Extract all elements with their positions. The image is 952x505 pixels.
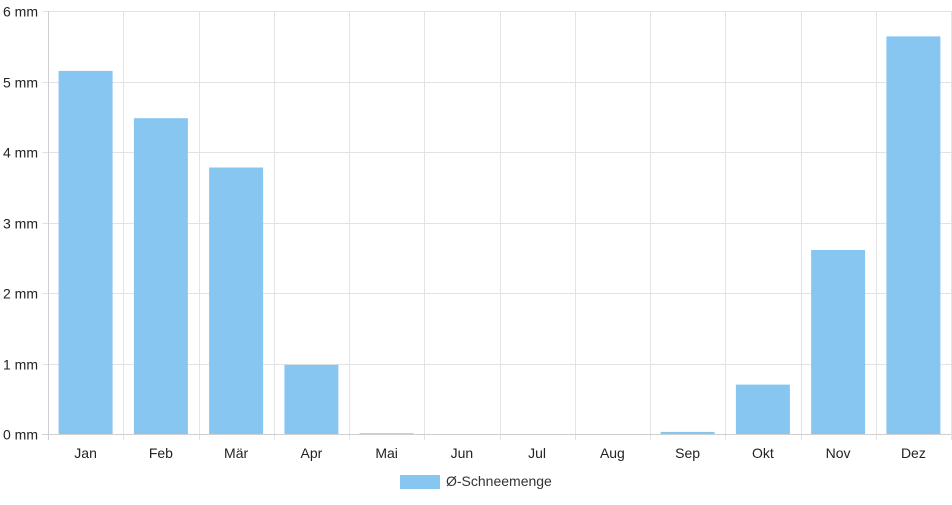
x-tick-label: Jun — [451, 445, 474, 461]
x-tick-label: Mai — [375, 445, 398, 461]
x-tick-label: Jan — [74, 445, 97, 461]
bar-mär[interactable] — [209, 167, 264, 435]
bar-feb[interactable] — [133, 118, 188, 434]
x-tick-label: Feb — [149, 445, 173, 461]
bar-layer — [58, 36, 941, 435]
y-tick-label: 2 mm — [3, 286, 38, 302]
bar-dez[interactable] — [886, 36, 941, 435]
x-tick-label: Nov — [826, 445, 851, 461]
bar-okt[interactable] — [735, 384, 790, 434]
y-tick-label: 6 mm — [3, 4, 38, 20]
grid-layer — [42, 11, 952, 440]
bar-jan[interactable] — [58, 70, 113, 435]
legend[interactable]: Ø-Schneemenge — [400, 473, 552, 489]
x-tick-label: Apr — [301, 445, 323, 461]
x-tick-label: Sep — [675, 445, 700, 461]
y-tick-label: 3 mm — [3, 216, 38, 232]
bar-mai[interactable] — [359, 433, 414, 434]
bar-nov[interactable] — [811, 250, 866, 434]
axis-layer: 0 mm 1 mm 2 mm 3 mm 4 mm 5 mm 6 mm Jan Feb Mär Apr… — [3, 4, 951, 461]
bar-sep[interactable] — [660, 431, 715, 434]
legend-label: Ø-Schneemenge — [446, 473, 552, 489]
y-tick-label: 4 mm — [3, 145, 38, 161]
y-tick-label: 5 mm — [3, 75, 38, 91]
x-tick-label: Dez — [901, 445, 926, 461]
x-tick-label: Jul — [528, 445, 546, 461]
y-tick-label: 1 mm — [3, 357, 38, 373]
x-tick-label: Mär — [224, 445, 248, 461]
x-tick-label: Aug — [600, 445, 625, 461]
bar-apr[interactable] — [284, 364, 339, 434]
y-tick-label: 0 mm — [3, 427, 38, 443]
legend-swatch — [400, 475, 440, 489]
x-tick-label: Okt — [752, 445, 774, 461]
